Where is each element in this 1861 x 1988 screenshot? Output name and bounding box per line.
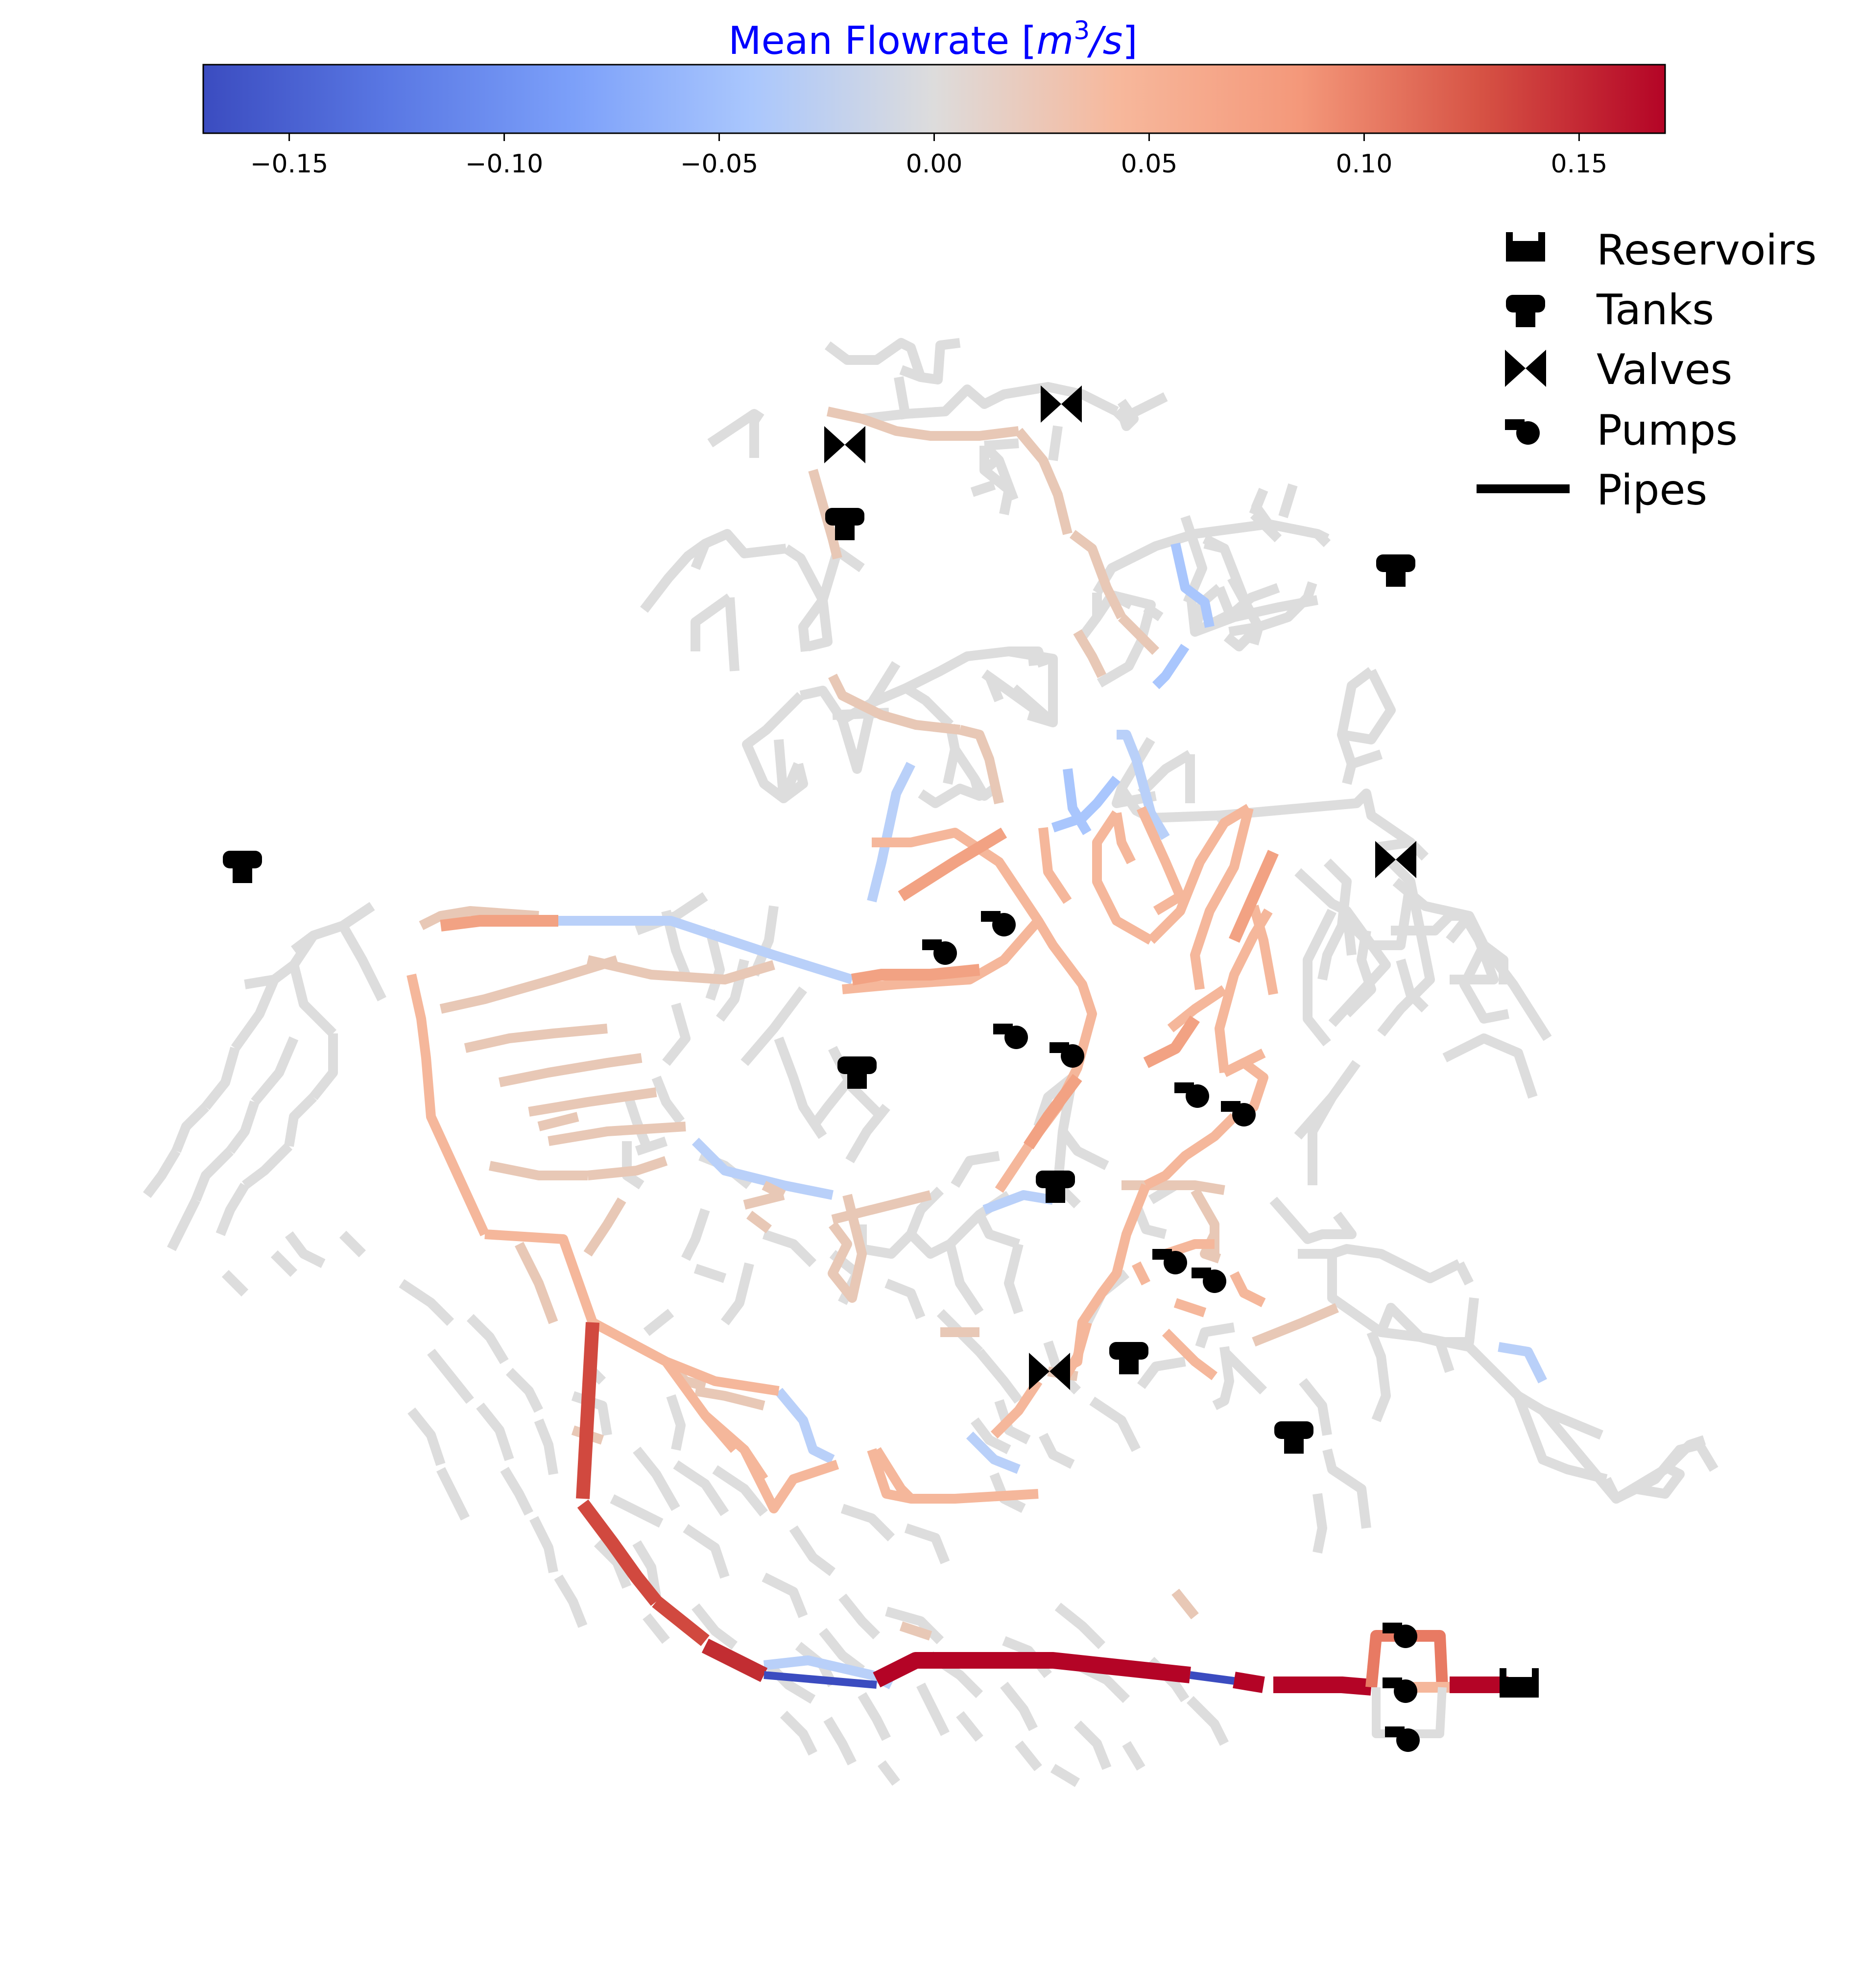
legend-item-valves: Valves: [1505, 345, 1732, 394]
tank-icon: [223, 851, 262, 883]
legend-label: Pumps: [1597, 406, 1738, 455]
pipes-warm-strong: [440, 827, 1279, 1150]
legend-label: Reservoirs: [1597, 226, 1816, 275]
tank-icon: [1376, 554, 1415, 587]
tank-icon: [1109, 1342, 1148, 1374]
network-components: [223, 385, 1539, 1752]
colorbar-tick-label: 0.15: [1551, 149, 1608, 179]
legend-item-pipes: Pipes: [1477, 466, 1707, 515]
legend-item-tanks: Tanks: [1506, 286, 1714, 335]
pump-icon: [1505, 419, 1540, 445]
pump-icon: [981, 911, 1016, 936]
valve-icon: [824, 426, 865, 463]
pump-icon: [993, 1024, 1028, 1049]
pipes-neutral: [143, 338, 1718, 1787]
legend-item-pumps: Pumps: [1505, 406, 1738, 455]
reservoir-icon: [1500, 1668, 1539, 1698]
pump-icon: [1221, 1101, 1256, 1126]
pump-icon: [1152, 1249, 1187, 1274]
pump-icon: [1383, 1677, 1417, 1703]
pipes-main-cold: [763, 1671, 1235, 1689]
valve-icon: [1375, 841, 1416, 878]
pump-icon: [922, 939, 957, 965]
pipes-hot: [576, 1322, 710, 1646]
reservoir-icon: [1506, 232, 1545, 262]
valve-icon: [1029, 1353, 1070, 1390]
colorbar-gradient: [202, 64, 1666, 134]
tank-icon: [1506, 295, 1545, 327]
colorbar-tick-label: −0.05: [680, 149, 758, 179]
legend-label: Pipes: [1597, 466, 1707, 515]
colorbar-ticks: −0.15 −0.10 −0.05 0.00 0.05 0.10 0.15: [250, 133, 1607, 179]
pump-icon: [1192, 1268, 1226, 1293]
colorbar-tick-label: 0.05: [1121, 149, 1178, 179]
tank-icon: [1036, 1171, 1075, 1203]
legend-label: Tanks: [1596, 286, 1714, 335]
pipes-warm-light: [419, 407, 1339, 1641]
pump-icon: [1383, 1623, 1417, 1648]
colorbar-tick-label: −0.10: [465, 149, 543, 179]
pipes-cool-mid: [1051, 542, 1215, 836]
colorbar-tick-label: 0.00: [906, 149, 963, 179]
pipes-hotter: [701, 1638, 768, 1682]
pump-icon: [1385, 1726, 1420, 1752]
pipe-network: [143, 338, 1718, 1787]
tank-icon: [837, 1056, 877, 1089]
colorbar-tick-label: 0.10: [1336, 149, 1393, 179]
legend-label: Valves: [1597, 345, 1732, 394]
tank-icon: [1274, 1421, 1313, 1454]
pipes-main: [873, 1652, 1508, 1696]
pump-icon: [1174, 1082, 1209, 1108]
legend-item-reservoirs: Reservoirs: [1506, 226, 1816, 275]
colorbar-title: Mean Flowrate [m3/s]: [728, 16, 1137, 63]
colorbar-tick-label: −0.15: [250, 149, 328, 179]
legend: Reservoirs Tanks Valves Pumps Pipes: [1477, 226, 1816, 515]
tank-icon: [825, 508, 864, 540]
pump-icon: [1050, 1042, 1084, 1068]
colorbar: Mean Flowrate [m3/s] −0.15 −0.10 −0.05 0.00…: [202, 16, 1666, 179]
valve-icon: [1041, 385, 1082, 423]
valve-icon: [1505, 350, 1546, 387]
pipes-warm-mid: [406, 804, 1278, 1513]
